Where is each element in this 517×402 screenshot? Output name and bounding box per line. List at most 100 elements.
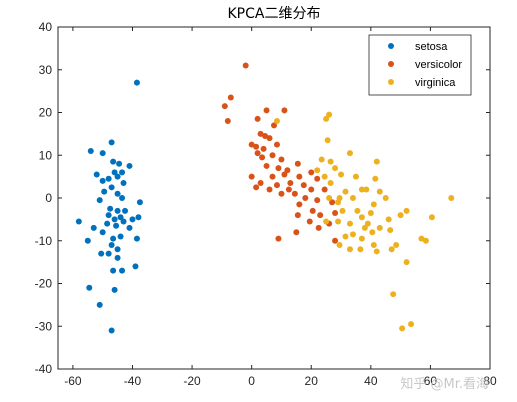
point-virginica <box>326 195 333 201</box>
point-virginica <box>399 325 406 332</box>
point-setosa <box>105 250 112 257</box>
chart-title: KPCA二维分布 <box>228 6 321 22</box>
point-virginica <box>376 224 383 231</box>
legend-marker-virginica <box>388 79 394 85</box>
point-virginica <box>324 137 331 144</box>
point-versicolor <box>294 212 301 219</box>
point-versicolor <box>269 152 276 159</box>
point-virginica <box>335 218 342 225</box>
point-virginica <box>332 165 339 172</box>
point-setosa <box>107 205 114 212</box>
point-versicolor <box>242 62 249 69</box>
x-tick-label: 80 <box>483 374 497 388</box>
point-setosa <box>110 158 117 165</box>
point-virginica <box>418 235 425 242</box>
y-tick-label: -30 <box>35 319 53 333</box>
point-virginica <box>342 188 349 195</box>
point-setosa <box>132 263 139 270</box>
point-virginica <box>346 220 353 227</box>
point-virginica <box>273 118 280 125</box>
point-setosa <box>87 147 94 154</box>
point-virginica <box>363 186 370 193</box>
point-setosa <box>129 216 136 223</box>
point-setosa <box>101 188 108 195</box>
legend-label-setosa: setosa <box>415 41 448 53</box>
point-versicolor <box>257 180 264 187</box>
point-versicolor <box>293 229 300 236</box>
point-virginica <box>323 115 330 122</box>
point-virginica <box>346 246 353 253</box>
point-versicolor <box>329 199 336 206</box>
x-tick-label: 0 <box>248 374 255 388</box>
point-setosa <box>99 177 106 184</box>
point-virginica <box>387 227 394 234</box>
point-setosa <box>111 286 118 293</box>
point-versicolor <box>291 190 298 197</box>
point-setosa <box>93 171 100 178</box>
point-virginica <box>357 246 364 253</box>
point-setosa <box>114 254 121 261</box>
point-versicolor <box>266 135 273 142</box>
point-virginica <box>323 218 330 225</box>
point-versicolor <box>300 182 307 189</box>
point-virginica <box>382 195 389 201</box>
point-virginica <box>349 231 356 238</box>
y-tick-label: 40 <box>39 20 53 34</box>
point-setosa <box>135 214 142 221</box>
point-versicolor <box>273 182 280 189</box>
y-tick-label: 30 <box>39 63 53 77</box>
legend: setosa versicolor virginica <box>368 34 472 96</box>
axis-ticks: -60 -40 -20 0 20 40 60 80 -40 -30 -20 -10 0 10 20 30 40 <box>35 20 497 388</box>
point-versicolor <box>281 107 288 114</box>
point-virginica <box>397 212 404 219</box>
x-tick-label: 20 <box>305 374 319 388</box>
point-setosa <box>96 197 103 204</box>
point-versicolor <box>287 180 294 187</box>
point-versicolor <box>281 171 288 178</box>
x-tick-label: -40 <box>124 374 142 388</box>
point-setosa <box>122 207 129 214</box>
point-setosa <box>114 173 121 180</box>
legend-marker-versicolor <box>388 61 394 67</box>
point-versicolor <box>309 207 316 214</box>
point-versicolor <box>317 212 324 219</box>
point-versicolor <box>254 115 261 122</box>
point-virginica <box>342 233 349 240</box>
point-virginica <box>321 173 328 180</box>
point-setosa <box>114 207 121 214</box>
point-virginica <box>352 173 359 180</box>
point-virginica <box>376 188 383 195</box>
y-tick-label: -10 <box>35 234 53 248</box>
point-versicolor <box>296 201 303 208</box>
point-virginica <box>358 235 365 242</box>
point-virginica <box>403 259 410 266</box>
point-setosa <box>126 162 133 169</box>
point-setosa <box>108 327 115 334</box>
point-versicolor <box>275 165 282 172</box>
point-virginica <box>336 242 343 249</box>
point-setosa <box>105 212 112 219</box>
point-setosa <box>110 267 117 274</box>
point-virginica <box>372 175 379 182</box>
point-versicolor <box>248 173 255 180</box>
point-versicolor <box>269 173 276 180</box>
point-virginica <box>364 220 371 227</box>
point-virginica <box>339 207 346 214</box>
point-setosa <box>108 139 115 146</box>
point-setosa <box>133 235 140 242</box>
point-versicolor <box>257 130 264 137</box>
point-virginica <box>314 167 321 174</box>
point-versicolor <box>248 141 255 148</box>
point-virginica <box>403 207 410 214</box>
point-setosa <box>119 169 126 176</box>
point-setosa <box>120 180 127 187</box>
point-versicolor <box>285 186 292 193</box>
point-virginica <box>390 291 397 298</box>
point-versicolor <box>308 186 315 193</box>
point-versicolor <box>306 218 313 225</box>
point-versicolor <box>314 197 321 204</box>
point-setosa <box>126 224 133 231</box>
point-virginica <box>393 242 400 249</box>
point-versicolor <box>254 150 261 157</box>
point-virginica <box>370 201 377 208</box>
